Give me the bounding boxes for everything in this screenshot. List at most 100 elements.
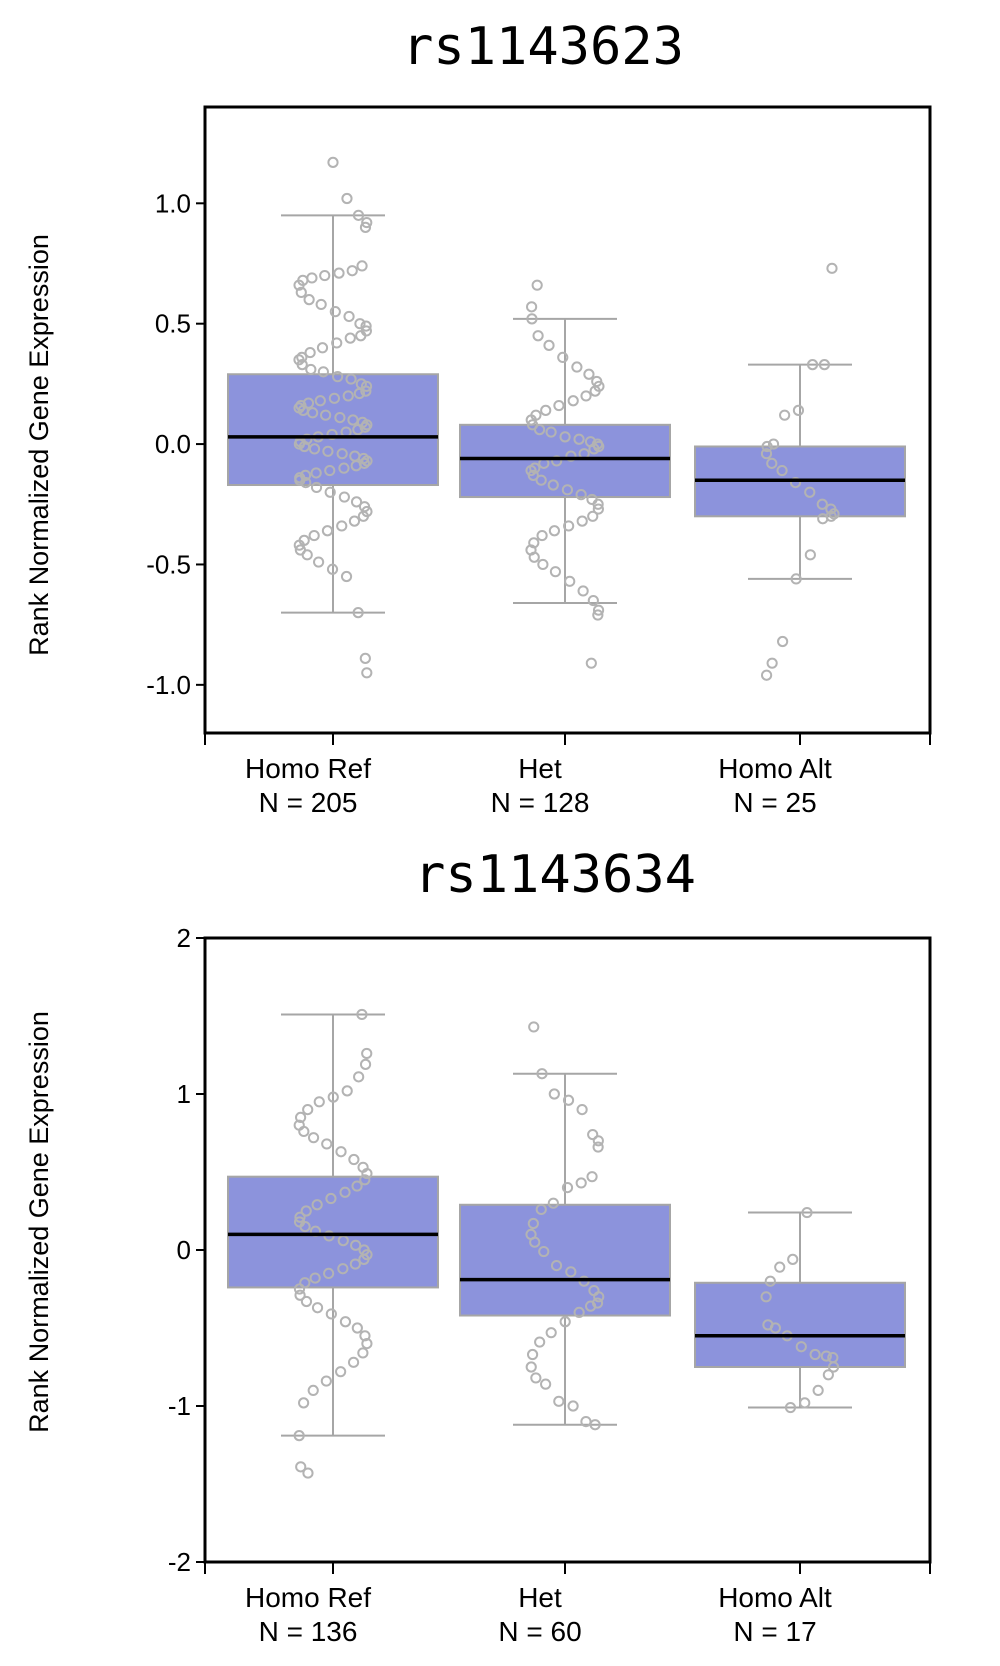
- data-point: [812, 1384, 824, 1397]
- data-point: [310, 481, 323, 494]
- data-point: [301, 549, 313, 561]
- data-point: [321, 525, 334, 537]
- data-point: [296, 359, 308, 371]
- data-point: [528, 1021, 540, 1033]
- data-point: [760, 448, 773, 460]
- data-point: [526, 1348, 539, 1361]
- data-point: [549, 566, 562, 578]
- data-point: [296, 351, 308, 363]
- data-point: [528, 551, 540, 563]
- data-point: [804, 549, 816, 561]
- data-point: [533, 424, 546, 436]
- data-point: [303, 294, 315, 306]
- data-point: [334, 411, 346, 424]
- data-point: [575, 1177, 587, 1189]
- data-point: [776, 464, 788, 477]
- y-tick-label: 0.5: [155, 309, 191, 339]
- y-tick-label: -2: [168, 1547, 191, 1577]
- data-point: [565, 450, 577, 462]
- data-point: [324, 464, 336, 477]
- data-point: [336, 448, 348, 460]
- data-point: [588, 443, 600, 455]
- data-point: [534, 1336, 546, 1348]
- data-point: [293, 279, 305, 291]
- data-point: [801, 1206, 813, 1219]
- data-point: [333, 267, 345, 279]
- data-point: [301, 433, 313, 445]
- data-point: [328, 392, 340, 404]
- data-point: [809, 1348, 821, 1361]
- data-point: [336, 520, 348, 532]
- data-point: [545, 1327, 557, 1339]
- y-tick-label: -0.5: [146, 549, 191, 579]
- plot-frame: [203, 936, 932, 1564]
- data-point: [332, 371, 344, 383]
- data-point: [335, 1146, 347, 1158]
- data-point: [551, 455, 563, 467]
- data-point: [361, 1167, 373, 1180]
- data-point: [816, 498, 828, 510]
- data-point: [532, 330, 544, 342]
- data-point: [345, 373, 357, 385]
- data-point: [817, 513, 829, 525]
- data-point: [535, 1203, 547, 1216]
- data-point: [352, 424, 364, 436]
- data-point: [335, 1366, 347, 1378]
- data-point: [577, 585, 589, 597]
- data-point: [361, 1047, 373, 1060]
- data-point: [784, 1401, 797, 1414]
- data-point: [795, 1341, 807, 1353]
- data-point: [559, 1316, 571, 1328]
- data-point: [761, 440, 773, 453]
- data-point: [547, 479, 559, 491]
- data-point: [527, 1217, 539, 1230]
- data-point: [350, 496, 363, 508]
- data-point: [325, 1308, 337, 1320]
- data-point: [359, 421, 371, 433]
- data-point: [799, 1397, 811, 1409]
- data-point: [294, 474, 306, 486]
- data-point: [298, 440, 311, 453]
- data-point: [573, 1306, 585, 1319]
- data-point: [766, 657, 778, 669]
- data-point: [548, 525, 561, 537]
- data-point: [360, 380, 373, 392]
- category-count-label: N = 128: [491, 787, 590, 818]
- data-point: [356, 260, 368, 272]
- data-point: [789, 477, 802, 489]
- data-point: [302, 397, 315, 409]
- chart-title: rs1143623: [402, 17, 684, 77]
- data-point: [589, 385, 601, 397]
- data-point: [827, 1361, 840, 1373]
- data-point: [559, 431, 571, 443]
- data-point: [313, 556, 325, 568]
- data-point: [547, 1197, 559, 1209]
- data-point: [828, 508, 840, 520]
- category-count-label: N = 136: [259, 1616, 358, 1647]
- data-point: [359, 221, 372, 233]
- chart-rs1143623: rs1143623 Rank Normalized Gene Expressio…: [24, 17, 932, 818]
- data-point: [324, 486, 336, 498]
- data-point: [339, 1186, 351, 1198]
- data-point: [351, 1322, 363, 1334]
- data-point: [314, 395, 326, 407]
- data-point: [323, 1267, 335, 1280]
- data-point: [361, 216, 373, 229]
- category-label: Homo Alt: [718, 753, 832, 784]
- data-point: [293, 1430, 305, 1442]
- y-tick-label: 0: [177, 1235, 191, 1265]
- data-point: [561, 484, 573, 496]
- data-point: [293, 539, 305, 551]
- data-point: [295, 286, 307, 298]
- data-point: [361, 455, 373, 467]
- data-point: [777, 635, 789, 648]
- data-point: [321, 1138, 333, 1150]
- category-label: Homo Ref: [245, 753, 371, 784]
